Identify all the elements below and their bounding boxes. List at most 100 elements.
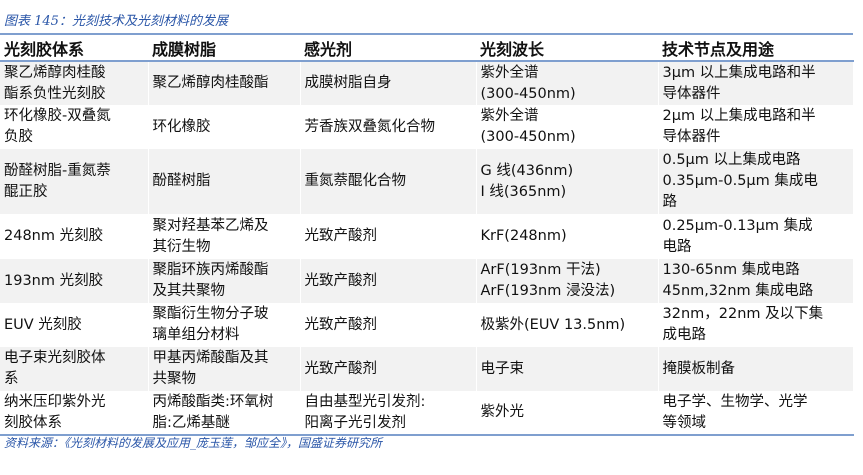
header-resist-system: 光刻胶体系 xyxy=(4,39,85,59)
cell-line: 0.25μm-0.13μm 集成 xyxy=(662,217,813,234)
cell-line: 脂:乙烯基醚 xyxy=(152,414,230,431)
cell-film-resin: 甲基丙烯酸酯及其 共聚物 xyxy=(148,347,301,391)
cell-resist-system: 聚乙烯醇肉桂酸 酯系负性光刻胶 xyxy=(0,61,149,105)
cell-line: 自由基型光引发剂: xyxy=(304,393,426,410)
cell-resist-system: 248nm 光刻胶 xyxy=(0,214,149,259)
cell-line: 130-65nm 集成电路 xyxy=(662,262,800,278)
cell-line: I 线(365nm) xyxy=(480,183,567,200)
cell-line: 酚醛树脂 xyxy=(152,173,211,189)
cell-line: 醌正胶 xyxy=(4,183,48,200)
header-node-and-use: 技术节点及用途 xyxy=(662,39,775,59)
cell-resist-system: 电子束光刻胶体系 xyxy=(0,347,149,391)
cell-photosensitizer: 成膜树脂自身 xyxy=(300,61,477,105)
cell-line: 负胶 xyxy=(4,129,33,145)
cell-line: 聚乙烯醇肉桂酸 xyxy=(4,64,106,81)
cell-film-resin: 丙烯酸酯类:环氧树 脂:乙烯基醚 xyxy=(148,391,301,435)
table-row: 纳米压印紫外光 刻胶体系 丙烯酸酯类:环氧树 脂:乙烯基醚 自由基型光引发剂: 阳离子光引… xyxy=(0,391,854,435)
cell-node-and-use: 0.5μm 以上集成电路 0.35μm-0.5μm 集成电路 xyxy=(658,149,854,214)
cell-node-and-use: 130-65nm 集成电路 45nm,32nm 集成电路 xyxy=(658,259,854,303)
cell-line: 成膜树脂自身 xyxy=(304,75,392,91)
cell-node-and-use: 掩膜板制备 xyxy=(658,347,854,391)
cell-line: 45nm,32nm 集成电路 xyxy=(662,283,814,299)
cell-line: (300-450nm) xyxy=(480,129,576,145)
source-note: 资料来源：《光刻材料的发展及应用_庞玉莲，邹应全》，国盛证券研究所 xyxy=(4,436,383,450)
cell-film-resin: 聚乙烯醇肉桂酸酯 xyxy=(148,61,301,105)
cell-line: 紫外全谱 xyxy=(480,64,539,81)
cell-line: 阳离子光引发剂 xyxy=(304,414,407,431)
cell-photosensitizer: 芳香族双叠氮化合物 xyxy=(300,105,477,149)
cell-resist-system: 环化橡胶-双叠氮 负胶 xyxy=(0,105,149,149)
cell-line: 聚酯衍生物分子玻 xyxy=(152,306,269,322)
cell-line: 电子束 xyxy=(480,360,525,377)
cell-line: 32nm，22nm 及以下集 xyxy=(662,306,824,322)
cell-photosensitizer: 重氮萘醌化合物 xyxy=(300,149,477,214)
cell-film-resin: 聚对羟基苯乙烯及 其衍生物 xyxy=(148,214,301,259)
cell-line: 电子学、生物学、光学 xyxy=(662,393,808,410)
cell-line: 极紫外(EUV 13.5nm) xyxy=(480,316,626,333)
table-row: 聚乙烯醇肉桂酸 酯系负性光刻胶 聚乙烯醇肉桂酸酯 成膜树脂自身 紫外全谱 (300-450… xyxy=(0,61,854,105)
cell-line: 聚对羟基苯乙烯及 xyxy=(152,217,269,234)
cell-film-resin: 酚醛树脂 xyxy=(148,149,301,214)
cell-line: ArF(193nm 浸没法) xyxy=(480,283,616,299)
cell-line: 光致产酸剂 xyxy=(304,272,378,289)
cell-line: 聚脂环族丙烯酸酯 xyxy=(152,262,269,278)
cell-node-and-use: 3μm 以上集成电路和半 导体器件 xyxy=(658,61,854,105)
cell-photosensitizer: 光致产酸剂 xyxy=(300,259,477,303)
cell-line: 纳米压印紫外光 xyxy=(4,393,106,410)
cell-wavelength: G 线(436nm) I 线(365nm) xyxy=(476,149,659,214)
cell-line: 导体器件 xyxy=(662,129,721,145)
cell-wavelength: KrF(248nm) xyxy=(476,214,659,259)
cell-node-and-use: 32nm，22nm 及以下集 成电路 xyxy=(658,303,854,347)
cell-line: ArF(193nm 干法) xyxy=(480,262,601,278)
cell-film-resin: 聚脂环族丙烯酸酯 及其共聚物 xyxy=(148,259,301,303)
cell-wavelength: 紫外全谱 (300-450nm) xyxy=(476,61,659,105)
cell-film-resin: 聚酯衍生物分子玻 璃单组分材料 xyxy=(148,303,301,347)
cell-line: (300-450nm) xyxy=(480,85,576,102)
table-row: 193nm 光刻胶 聚脂环族丙烯酸酯 及其共聚物 光致产酸剂 ArF(193nm 干法)… xyxy=(0,259,854,303)
cell-line: 248nm 光刻胶 xyxy=(4,228,104,244)
cell-resist-system: EUV 光刻胶 xyxy=(0,303,149,347)
cell-line: 紫外全谱 xyxy=(480,108,539,124)
cell-photosensitizer: 自由基型光引发剂: 阳离子光引发剂 xyxy=(300,391,477,435)
cell-line: 其衍生物 xyxy=(152,238,211,255)
cell-line: 酚醛树脂-重氮萘 xyxy=(4,162,111,179)
cell-photosensitizer: 光致产酸剂 xyxy=(300,347,477,391)
cell-line: 环化橡胶-双叠氮 xyxy=(4,108,111,124)
table-row: 248nm 光刻胶 聚对羟基苯乙烯及 其衍生物 光致产酸剂 KrF(248nm) 0.25… xyxy=(0,214,854,259)
cell-line: 环化橡胶 xyxy=(152,118,211,135)
cell-line: 193nm 光刻胶 xyxy=(4,272,104,289)
cell-line: 光致产酸剂 xyxy=(304,228,378,244)
cell-node-and-use: 电子学、生物学、光学 等领域 xyxy=(658,391,854,435)
cell-line: 成电路 xyxy=(662,327,707,343)
cell-line: 共聚物 xyxy=(152,371,197,387)
table-row: 环化橡胶-双叠氮 负胶 环化橡胶 芳香族双叠氮化合物 紫外全谱 (300-450nm) 2μ… xyxy=(0,105,854,149)
cell-photosensitizer: 光致产酸剂 xyxy=(300,303,477,347)
photoresist-table: 光刻胶体系 成膜树脂 感光剂 光刻波长 技术节点及用途 聚乙烯醇肉桂酸 酯系负性光刻胶 聚乙… xyxy=(0,33,854,436)
cell-line: 3μm 以上集成电路和半 xyxy=(662,64,816,81)
cell-line: 丙烯酸酯类:环氧树 xyxy=(152,393,274,410)
cell-resist-system: 酚醛树脂-重氮萘 醌正胶 xyxy=(0,149,149,214)
cell-line: 系 xyxy=(4,371,19,387)
cell-line: 电子束光刻胶体 xyxy=(4,350,106,366)
cell-film-resin: 环化橡胶 xyxy=(148,105,301,149)
cell-wavelength: 电子束 xyxy=(476,347,659,391)
header-photosensitizer: 感光剂 xyxy=(304,39,353,59)
header-wavelength: 光刻波长 xyxy=(480,39,545,59)
figure-caption: 图表 145：光刻技术及光刻材料的发展 xyxy=(4,14,228,29)
cell-line: 掩膜板制备 xyxy=(662,360,736,377)
cell-line: 及其共聚物 xyxy=(152,283,226,299)
cell-wavelength: 紫外全谱 (300-450nm) xyxy=(476,105,659,149)
cell-line: 璃单组分材料 xyxy=(152,327,240,343)
cell-line: 电路 xyxy=(662,238,692,255)
cell-wavelength: 紫外光 xyxy=(476,391,659,435)
cell-line: 光致产酸剂 xyxy=(304,316,378,333)
cell-photosensitizer: 光致产酸剂 xyxy=(300,214,477,259)
table-row: 电子束光刻胶体系甲基丙烯酸酯及其 共聚物 光致产酸剂 电子束 掩膜板制备 xyxy=(0,347,854,391)
cell-line: 芳香族双叠氮化合物 xyxy=(304,118,436,135)
cell-line: G 线(436nm) xyxy=(480,162,574,179)
cell-line: 紫外光 xyxy=(480,404,525,420)
cell-line: 路 xyxy=(662,194,678,210)
cell-line: 刻胶体系 xyxy=(4,414,62,431)
cell-line: KrF(248nm) xyxy=(480,228,567,244)
cell-resist-system: 193nm 光刻胶 xyxy=(0,259,149,303)
